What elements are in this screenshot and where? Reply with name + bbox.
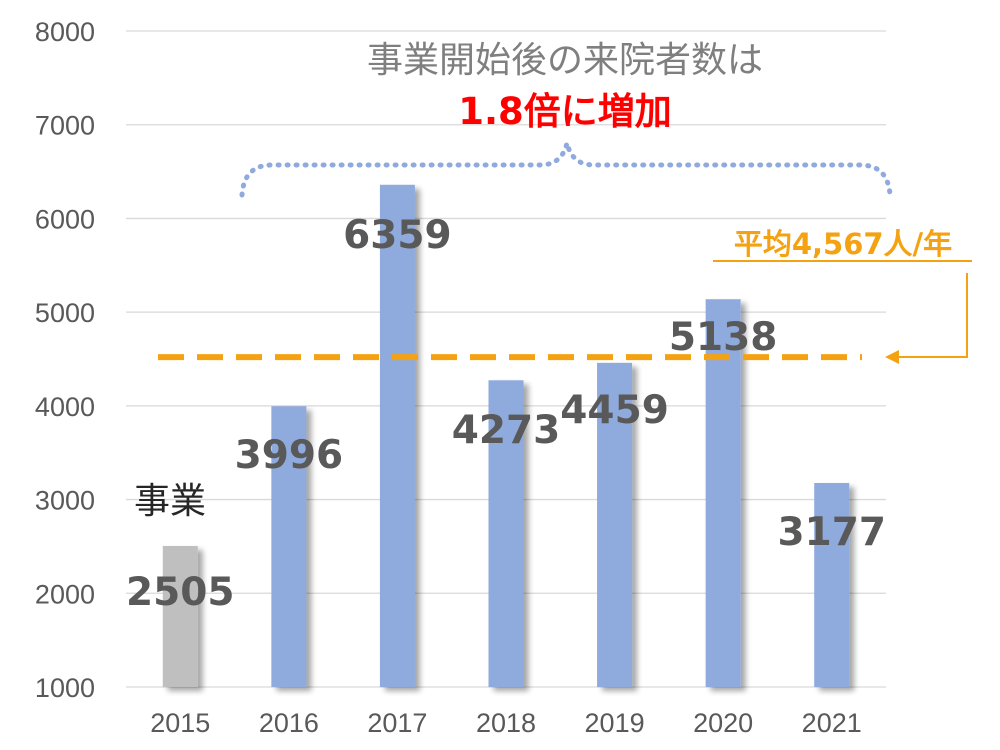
data-label: 3996: [235, 433, 344, 478]
average-pointer: [895, 273, 968, 358]
annotation-title: 事業開始後の来院者数は: [367, 40, 763, 81]
average-arrowhead: [885, 350, 899, 364]
data-label: 6359: [343, 213, 452, 258]
x-axis-ticks: 2015 2016 2017 2018 2019 2020 2021: [150, 708, 862, 738]
y-tick-label: 6000: [35, 204, 95, 234]
bar: [488, 380, 524, 687]
x-tick-label: 2015: [150, 708, 210, 738]
bar: [271, 406, 307, 687]
x-tick-label: 2017: [367, 708, 427, 738]
annotation-average: 平均4,567人/年: [734, 227, 952, 261]
y-axis-ticks: 1000 2000 3000 4000 5000 6000 7000 8000: [35, 17, 95, 703]
curly-brace: [239, 142, 893, 198]
bar: [597, 362, 633, 687]
data-label: 2505: [126, 570, 235, 615]
bar: [379, 184, 415, 687]
data-label: 4459: [560, 388, 669, 433]
y-tick-label: 1000: [35, 673, 95, 703]
x-tick-label: 2021: [802, 708, 862, 738]
data-label: 5138: [669, 315, 778, 360]
bar: [705, 299, 741, 687]
data-label: 3177: [777, 510, 886, 555]
y-tick-label: 7000: [35, 111, 95, 141]
bars: [162, 184, 850, 687]
bar: [814, 482, 850, 687]
x-tick-label: 2018: [476, 708, 536, 738]
annotation-jigyo: 事業: [134, 481, 206, 522]
y-tick-label: 8000: [35, 17, 95, 47]
x-tick-label: 2016: [259, 708, 319, 738]
bar: [162, 545, 198, 687]
annotation-highlight: 1.8倍に増加: [458, 90, 672, 133]
x-tick-label: 2020: [693, 708, 753, 738]
y-tick-label: 4000: [35, 392, 95, 422]
x-tick-label: 2019: [585, 708, 645, 738]
y-tick-label: 5000: [35, 298, 95, 328]
y-tick-label: 3000: [35, 486, 95, 516]
y-tick-label: 2000: [35, 579, 95, 609]
data-label: 4273: [452, 408, 561, 453]
